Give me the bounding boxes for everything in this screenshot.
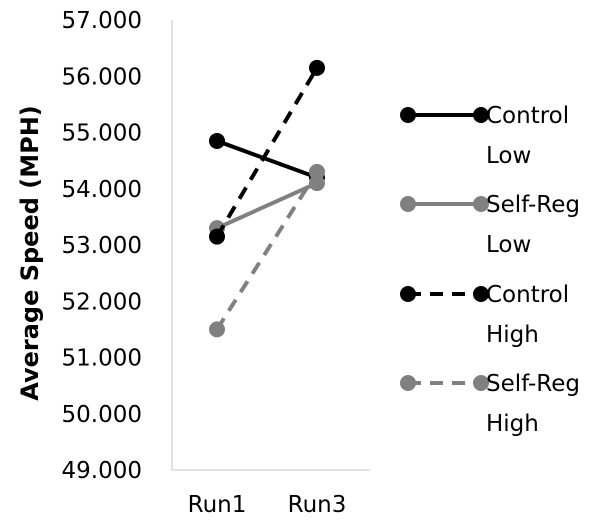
legend-marker	[473, 107, 489, 123]
y-tick-label: 54.000	[62, 177, 142, 203]
legend-marker	[473, 286, 489, 302]
series-line-4	[215, 170, 319, 331]
legend-label: Control	[486, 282, 569, 308]
data-point	[209, 321, 225, 338]
series-line-1	[216, 139, 318, 180]
y-tick-label: 52.000	[62, 289, 142, 315]
legend-label: Low	[486, 232, 531, 258]
legend-marker	[400, 196, 416, 212]
y-axis-title: Average Speed (MPH)	[16, 105, 44, 401]
series-line-2	[216, 181, 318, 230]
y-axis-ticks: 49.000 50.000 51.000 52.000 53.000 54.000 55.0…	[62, 8, 142, 484]
y-tick-label: 49.000	[62, 458, 142, 484]
legend-marker	[473, 196, 489, 212]
y-tick-label: 53.000	[62, 233, 142, 259]
y-tick-label: 51.000	[62, 346, 142, 372]
data-point	[309, 59, 325, 76]
x-tick-label: Run1	[188, 492, 247, 518]
legend-label: High	[486, 322, 539, 348]
x-tick-label: Run3	[288, 492, 347, 518]
y-tick-label: 57.000	[62, 8, 142, 34]
data-point	[309, 163, 325, 180]
legend-marker	[400, 286, 416, 302]
legend-marker	[400, 107, 416, 123]
y-tick-label: 56.000	[62, 64, 142, 90]
y-tick-label: 55.000	[62, 121, 142, 147]
data-point	[209, 132, 225, 149]
y-tick-label: 50.000	[62, 402, 142, 428]
legend-label: Low	[486, 143, 531, 169]
series-line-3	[215, 66, 319, 238]
plot-area	[171, 20, 370, 471]
data-point	[209, 228, 225, 245]
legend-marker	[400, 375, 416, 391]
legend-label: Control	[486, 103, 569, 129]
legend: Control Low Self-Reg Low Control High Self-Reg…	[400, 103, 580, 437]
legend-label: High	[486, 411, 539, 437]
legend-marker	[473, 375, 489, 391]
x-axis-ticks: Run1 Run3	[188, 492, 347, 518]
legend-label: Self-Reg	[486, 371, 580, 397]
legend-label: Self-Reg	[486, 192, 580, 218]
